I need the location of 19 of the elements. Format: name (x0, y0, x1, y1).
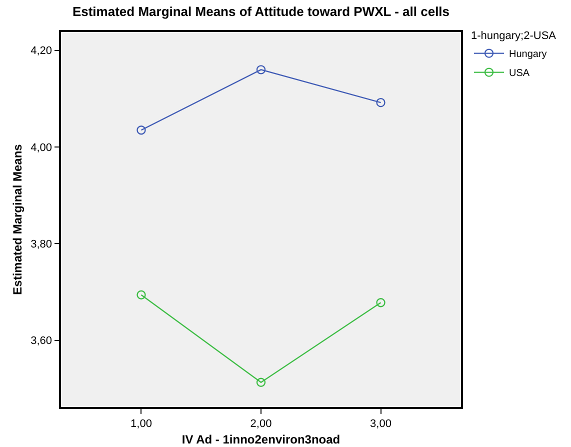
point (376, 298, 386, 308)
legend-title: 1-hungary;2-USA (471, 30, 557, 42)
x-tick-label: 3,00 (370, 418, 392, 430)
point (136, 290, 146, 300)
point (376, 98, 386, 108)
chart-title: Estimated Marginal Means of Attitude toward PWXL - all cells (72, 4, 450, 19)
point (256, 378, 266, 387)
y-tick-label: 3,80 (30, 238, 52, 251)
y-tick-label: 4,20 (30, 45, 52, 58)
point (136, 126, 146, 135)
x-tick-label: 1,00 (130, 418, 152, 430)
point (256, 65, 266, 74)
legend-label: USA (509, 68, 530, 80)
y-axis-title: Estimated Marginal Means (10, 144, 24, 295)
x-tick-label: 2,00 (250, 418, 272, 430)
y-tick-label: 4,00 (30, 142, 52, 154)
legend-label: Hungary (509, 49, 547, 60)
x-axis-title: IV Ad - 1inno2environ3noad (182, 432, 340, 446)
y-tick-label: 3,60 (30, 335, 52, 348)
